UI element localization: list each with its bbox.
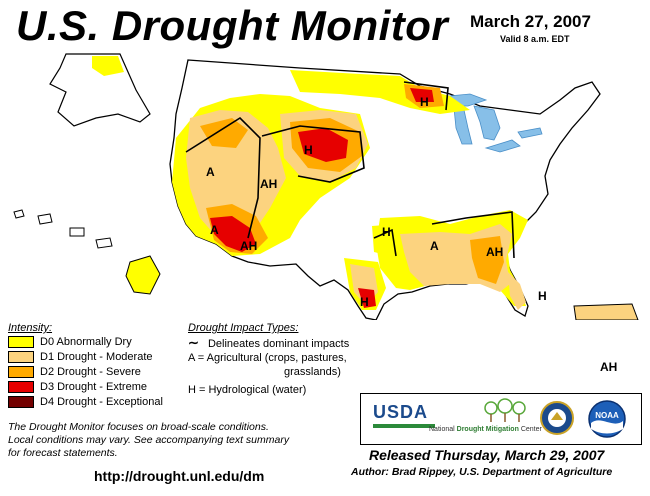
map-label-ah-florida: AH xyxy=(548,319,565,320)
map-label-h-kansas: H xyxy=(382,225,391,239)
d3-texas xyxy=(358,288,376,308)
impact-ag-label-cont: grasslands) xyxy=(284,366,341,378)
drought-map: A AH H H A AH H A AH H H AH xyxy=(13,53,639,320)
alaska-d0 xyxy=(92,56,124,76)
d2-alabama xyxy=(470,236,504,284)
legend-row-d4: D4 Drought - Exceptional xyxy=(8,394,163,409)
map-label-a-california: A xyxy=(206,165,215,179)
intensity-legend: Intensity: D0 Abnormally Dry D1 Drought … xyxy=(8,322,163,409)
drought-monitor-url[interactable]: http://drought.unl.edu/dm xyxy=(94,468,265,484)
impact-labels: A AH H H A AH H A AH H H AH xyxy=(206,95,565,320)
map-date: March 27, 2007 xyxy=(470,12,591,31)
legend-label-d4: D4 Drought - Exceptional xyxy=(40,395,163,408)
legend-row-d1: D1 Drought - Moderate xyxy=(8,349,163,364)
author-credit: Author: Brad Rippey, U.S. Department of … xyxy=(351,466,613,478)
map-label-ah-alabama: AH xyxy=(486,245,503,259)
agency-logos-box: USDA National Drought Mitigation Center … xyxy=(360,393,642,445)
d3-arizona xyxy=(210,216,256,252)
map-label-ah-arizona: AH xyxy=(240,239,257,253)
ndmc-prefix: National xyxy=(429,426,455,433)
usda-logo: USDA xyxy=(373,402,435,428)
ndmc-suffix: Center xyxy=(520,426,542,433)
impact-hydro-label: H = Hydrological (water) xyxy=(188,384,307,396)
legend-swatch-d1 xyxy=(8,350,34,363)
d3-minnesota xyxy=(410,88,434,102)
map-label-h-georgia: H xyxy=(538,289,547,303)
map-label-a-tennessee: A xyxy=(430,239,439,253)
note-line-3: for forecast statements. xyxy=(8,447,118,459)
intensity-legend-title: Intensity: xyxy=(8,322,53,334)
legend-swatch-d3 xyxy=(8,380,34,393)
doc-seal-icon xyxy=(540,401,574,435)
legend-swatch-d2 xyxy=(8,365,34,378)
usda-logo-text: USDA xyxy=(373,402,429,422)
legend-label-d3: D3 Drought - Extreme xyxy=(40,380,147,393)
legend-label-d2: D2 Drought - Severe xyxy=(40,365,141,378)
hawaii xyxy=(13,209,161,295)
map-label-h-texas: H xyxy=(360,295,369,309)
ndmc-name: Drought Mitigation xyxy=(456,426,519,433)
note-line-2: Local conditions may vary. See accompany… xyxy=(8,434,290,446)
legend-row-d3: D3 Drought - Extreme xyxy=(8,379,163,394)
puerto-rico xyxy=(573,303,639,320)
note-line-1: The Drought Monitor focuses on broad-sca… xyxy=(8,421,269,433)
disclaimer-note: The Drought Monitor focuses on broad-sca… xyxy=(8,421,348,460)
impact-legend: Drought Impact Types: ∼ Delineates domin… xyxy=(188,322,388,397)
impact-ag-label: A = Agricultural (crops, pastures, xyxy=(188,352,347,364)
valid-time: Valid 8 a.m. EDT xyxy=(500,34,570,44)
map-label-ah-nevada: AH xyxy=(260,177,277,191)
map-label-a-arizona: A xyxy=(210,223,219,237)
impact-boundaries xyxy=(185,81,515,259)
map-label-h-wyoming: H xyxy=(304,143,313,157)
noaa-logo-icon: NOAA xyxy=(588,400,626,438)
map-label-ah-puerto-rico: AH xyxy=(600,360,618,374)
impact-line-label: Delineates dominant impacts xyxy=(207,338,350,350)
d3-areas xyxy=(210,88,434,308)
page-title: U.S. Drought Monitor xyxy=(16,2,449,49)
impact-legend-title: Drought Impact Types: xyxy=(188,322,299,334)
ndmc-logo-text: National Drought Mitigation Center xyxy=(429,426,542,433)
legend-row-d0: D0 Abnormally Dry xyxy=(8,334,163,349)
ndmc-tree-icon xyxy=(484,398,526,422)
legend-label-d1: D1 Drought - Moderate xyxy=(40,350,153,363)
impact-line-item: ∼ Delineates dominant impacts xyxy=(188,336,388,351)
noaa-logo-text: NOAA xyxy=(595,411,619,420)
impact-line-icon: ∼ xyxy=(188,335,199,350)
d2-oregon xyxy=(200,118,248,148)
legend-swatch-d0 xyxy=(8,335,34,348)
legend-swatch-d4 xyxy=(8,395,34,408)
map-label-h-minnesota: H xyxy=(420,95,429,109)
alaska xyxy=(49,53,151,127)
d3-wyoming xyxy=(298,128,348,162)
legend-label-d0: D0 Abnormally Dry xyxy=(40,335,132,348)
legend-row-d2: D2 Drought - Severe xyxy=(8,364,163,379)
released-date: Released Thursday, March 29, 2007 xyxy=(369,447,605,463)
d1-florida xyxy=(508,272,526,310)
